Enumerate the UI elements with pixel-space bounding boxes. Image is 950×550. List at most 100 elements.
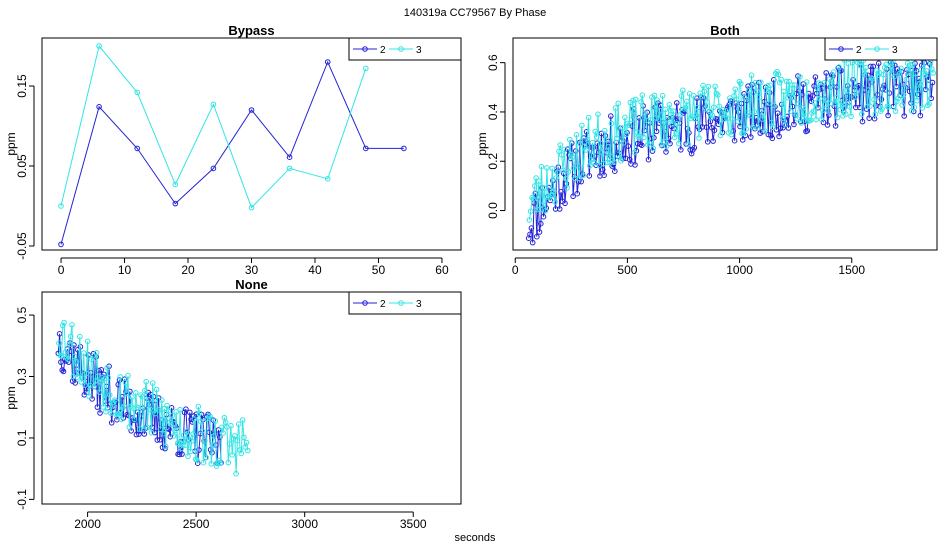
data-point [716, 103, 723, 110]
data-point [123, 390, 130, 397]
data-point [58, 359, 64, 365]
data-point [93, 350, 100, 356]
x-tick-label: 0 [512, 263, 519, 277]
data-point [731, 93, 737, 99]
data-point [88, 356, 95, 363]
data-point [237, 447, 243, 453]
data-point [615, 100, 622, 107]
y-tick-label: 0.5 [15, 306, 29, 323]
data-point [682, 104, 689, 111]
legend-marker-3 [398, 300, 404, 306]
data-point [105, 374, 112, 381]
data-point [894, 98, 900, 105]
data-point [99, 374, 105, 381]
data-point [363, 65, 369, 72]
x-tick-label: 500 [617, 263, 637, 277]
data-point [286, 165, 293, 172]
data-point [866, 115, 873, 121]
data-point [663, 149, 669, 155]
data-point [527, 231, 533, 238]
data-point [857, 63, 864, 69]
data-point [818, 116, 825, 123]
data-point [852, 94, 858, 100]
data-point [625, 143, 632, 149]
data-point [645, 156, 652, 163]
data-point [900, 92, 907, 98]
data-point [622, 114, 628, 121]
data-point [532, 190, 539, 197]
data-point [717, 132, 724, 139]
data-point [529, 239, 536, 246]
data-point [666, 101, 673, 108]
data-point [548, 192, 554, 199]
data-point [925, 102, 931, 109]
data-point [286, 154, 293, 160]
data-point [211, 433, 217, 439]
data-point [593, 134, 600, 140]
data-point [529, 194, 535, 201]
data-point [125, 372, 131, 379]
data-point [69, 322, 75, 328]
data-point [685, 141, 692, 148]
data-point [769, 135, 776, 142]
data-point [713, 90, 720, 97]
y-tick-label: 0.0 [486, 202, 500, 219]
data-point [645, 141, 651, 148]
data-point [591, 159, 597, 166]
data-point [874, 92, 881, 98]
figure-xlabel: seconds [455, 532, 496, 544]
data-point [785, 94, 791, 101]
data-point [162, 443, 169, 450]
data-point [172, 181, 179, 188]
data-point [589, 139, 596, 146]
data-point [557, 142, 564, 148]
data-point [560, 167, 566, 174]
data-point [131, 416, 138, 423]
data-point [248, 204, 255, 211]
data-point [216, 457, 222, 464]
data-point [776, 79, 783, 86]
data-point [135, 404, 142, 411]
data-point [94, 404, 101, 410]
data-point [902, 85, 908, 91]
data-point [363, 145, 369, 152]
plot-area [58, 43, 407, 248]
data-point [743, 126, 749, 132]
data-point [925, 77, 932, 83]
data-point [750, 124, 756, 130]
data-point [401, 145, 407, 152]
data-point [61, 319, 67, 326]
plot-frame [512, 37, 938, 251]
data-point [59, 367, 66, 373]
data-point [759, 116, 766, 122]
data-point [597, 140, 604, 147]
data-point [575, 178, 582, 185]
data-point [812, 74, 819, 80]
data-point [908, 107, 915, 114]
data-point [100, 404, 106, 410]
axes: 0 500 1000 1500 0.0 0.2 0.4 0.6 [486, 37, 938, 277]
data-point [168, 421, 174, 428]
y-tick-label: 0.1 [15, 429, 29, 446]
x-tick-label: 20 [181, 263, 195, 277]
data-point [741, 91, 747, 97]
data-point [112, 397, 118, 403]
data-point [569, 154, 576, 160]
data-point [571, 165, 577, 171]
data-point [875, 60, 882, 67]
data-point [200, 459, 207, 466]
data-point [169, 412, 176, 419]
data-point [789, 82, 795, 88]
data-point [684, 98, 690, 105]
data-point [564, 146, 571, 152]
data-point [577, 141, 584, 147]
data-point [724, 115, 731, 122]
data-point [677, 112, 683, 118]
data-point [654, 97, 661, 103]
data-point [917, 112, 924, 119]
data-point [899, 102, 906, 108]
data-point [646, 140, 653, 146]
data-point [702, 106, 709, 112]
data-point [898, 65, 904, 72]
data-point [541, 185, 548, 191]
